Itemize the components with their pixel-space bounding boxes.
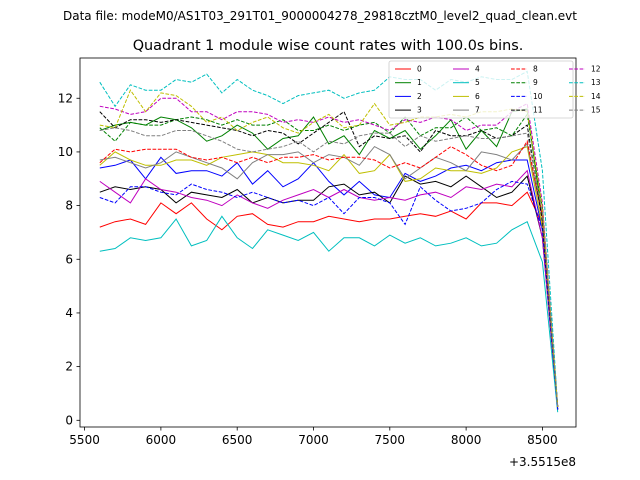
series-line-10 [99, 180, 559, 410]
y-tick-label: 8 [65, 199, 73, 213]
legend-label-10: 10 [533, 92, 543, 101]
legend-label-8: 8 [533, 65, 538, 74]
series-line-14 [99, 89, 559, 407]
y-tick-label: 10 [58, 145, 73, 159]
plot-frame [79, 57, 577, 428]
legend-label-2: 2 [417, 92, 422, 101]
series-line-0 [99, 191, 559, 410]
legend-label-12: 12 [591, 65, 601, 74]
legend-label-0: 0 [417, 65, 422, 74]
series-line-6 [99, 145, 559, 407]
axes-layer [79, 57, 577, 428]
series-layer [99, 70, 559, 413]
legend-label-1: 1 [417, 78, 422, 87]
legend-label-7: 7 [475, 106, 480, 115]
x-tick-label: 8500 [527, 433, 558, 447]
x-offset-label: +3.5515e8 [509, 455, 576, 469]
legend-label-11: 11 [533, 106, 543, 115]
data-file-label: Data file: modeM0/AS1T03_291T01_90000042… [63, 9, 577, 23]
y-tick-label: 12 [58, 91, 73, 105]
legend-label-9: 9 [533, 78, 538, 87]
y-tick-label: 0 [65, 413, 73, 427]
series-line-4 [99, 169, 559, 410]
legend-label-14: 14 [591, 92, 601, 101]
legend-label-3: 3 [417, 106, 422, 115]
x-tick-label: 5500 [69, 433, 100, 447]
series-line-3 [99, 175, 559, 410]
y-tick-label: 6 [65, 252, 73, 266]
series-line-5 [99, 215, 559, 413]
legend-label-15: 15 [591, 106, 601, 115]
series-line-15 [99, 127, 559, 407]
chart-title: Quadrant 1 module wise count rates with … [133, 38, 524, 54]
legend-label-5: 5 [475, 78, 480, 87]
series-line-11 [99, 110, 559, 407]
legend-box [388, 60, 574, 119]
x-tick-label: 6500 [222, 433, 253, 447]
x-tick-label: 6000 [146, 433, 177, 447]
x-tick-label: 7500 [375, 433, 406, 447]
y-tick-label: 4 [65, 306, 73, 320]
x-tick-label: 7000 [298, 433, 329, 447]
series-line-13 [99, 70, 559, 407]
series-line-9 [99, 113, 559, 407]
legend-label-13: 13 [591, 78, 601, 87]
series-line-2 [99, 156, 559, 410]
ticks-layer: 5500 6000 6500 7000 7500 8000 8500 0 2 4 6 8 10 12 [58, 91, 558, 447]
series-line-8 [99, 139, 559, 407]
legend-label-4: 4 [475, 65, 480, 74]
series-line-12 [99, 97, 559, 407]
y-tick-label: 2 [65, 360, 73, 374]
series-line-7 [99, 142, 559, 407]
x-tick-label: 8000 [451, 433, 482, 447]
legend-label-6: 6 [475, 92, 480, 101]
